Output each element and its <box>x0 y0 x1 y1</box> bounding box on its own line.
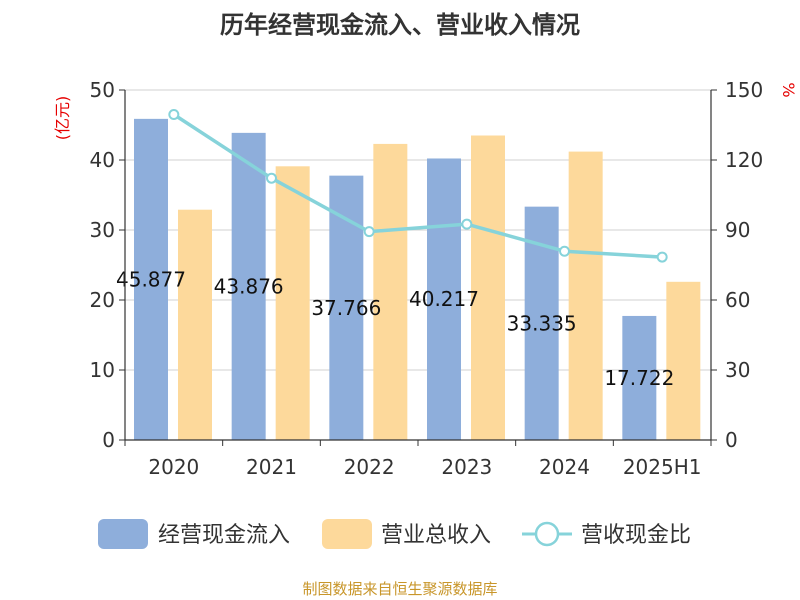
legend-label: 营业总收入 <box>381 523 491 548</box>
ratio-point <box>656 251 668 263</box>
gridlines <box>125 89 711 371</box>
source-note: 制图数据来自恒生聚源数据库 <box>302 580 497 598</box>
ratio-point <box>559 245 570 257</box>
legend-swatch-ratio-marker <box>534 521 560 547</box>
y-left-tick-label: 0 <box>102 428 115 452</box>
bar-cash-inflow <box>134 118 168 441</box>
y-left-axis-label: (亿元) <box>53 96 72 141</box>
y-right-axis-label: % <box>779 82 798 97</box>
y-left-tick-label: 20 <box>90 288 115 312</box>
x-tick-label: 2021 <box>246 455 297 479</box>
bar-value-label: 17.722 <box>604 366 674 390</box>
axes: 0 10 20 30 40 50 0 30 60 90 120 150 2020 2021 2022 2023… <box>90 78 764 479</box>
bar-value-label: 40.217 <box>409 287 479 311</box>
bar-value-labels: 45.877 43.876 37.766 40.217 33.335 17.722 <box>116 267 674 390</box>
y-left-tick-label: 10 <box>90 358 115 382</box>
legend: 经营现金流入 营业总收入 营收现金比 <box>98 519 691 549</box>
legend-label: 经营现金流入 <box>158 523 290 548</box>
bars <box>134 118 701 441</box>
ratio-line <box>168 109 668 263</box>
y-left-tick-label: 40 <box>90 148 115 172</box>
y-left-tick-label: 50 <box>90 78 115 102</box>
bar-cash-inflow <box>622 315 657 440</box>
bar-cash-inflow <box>231 132 266 441</box>
ratio-line-path <box>172 113 663 259</box>
ratio-point <box>168 109 180 120</box>
bar-revenue <box>275 166 310 441</box>
bar-value-label: 37.766 <box>311 296 381 320</box>
x-tick-label: 2023 <box>441 455 492 479</box>
bar-revenue <box>471 135 505 440</box>
bar-cash-inflow <box>427 158 461 440</box>
ratio-point <box>266 172 277 184</box>
legend-swatch-revenue <box>322 519 372 549</box>
y-left-tick-label: 30 <box>90 218 115 242</box>
ratio-point <box>461 218 473 230</box>
x-tick-label: 2022 <box>344 455 395 479</box>
x-tick-label: 2025H1 <box>623 455 702 479</box>
ratio-point <box>363 226 375 238</box>
bar-value-label: 45.877 <box>116 267 186 291</box>
y-right-tick-label: 120 <box>725 148 763 172</box>
x-tick-label: 2024 <box>539 455 590 479</box>
chart-title: 历年经营现金流入、营业收入情况 <box>220 11 580 39</box>
legend-label: 营收现金比 <box>581 523 691 548</box>
legend-swatch-cash-inflow <box>98 519 148 549</box>
y-right-tick-label: 90 <box>725 218 750 242</box>
bar-revenue <box>666 281 701 440</box>
bar-value-label: 43.876 <box>214 274 284 298</box>
y-right-tick-label: 0 <box>725 428 738 452</box>
x-tick-label: 2020 <box>148 455 199 479</box>
y-right-tick-label: 150 <box>725 78 763 102</box>
y-right-tick-label: 30 <box>725 358 750 382</box>
bar-value-label: 33.335 <box>507 311 577 335</box>
bar-revenue <box>178 209 212 440</box>
bar-revenue <box>568 151 603 440</box>
y-right-tick-label: 60 <box>725 288 750 312</box>
bar-revenue <box>373 143 408 440</box>
